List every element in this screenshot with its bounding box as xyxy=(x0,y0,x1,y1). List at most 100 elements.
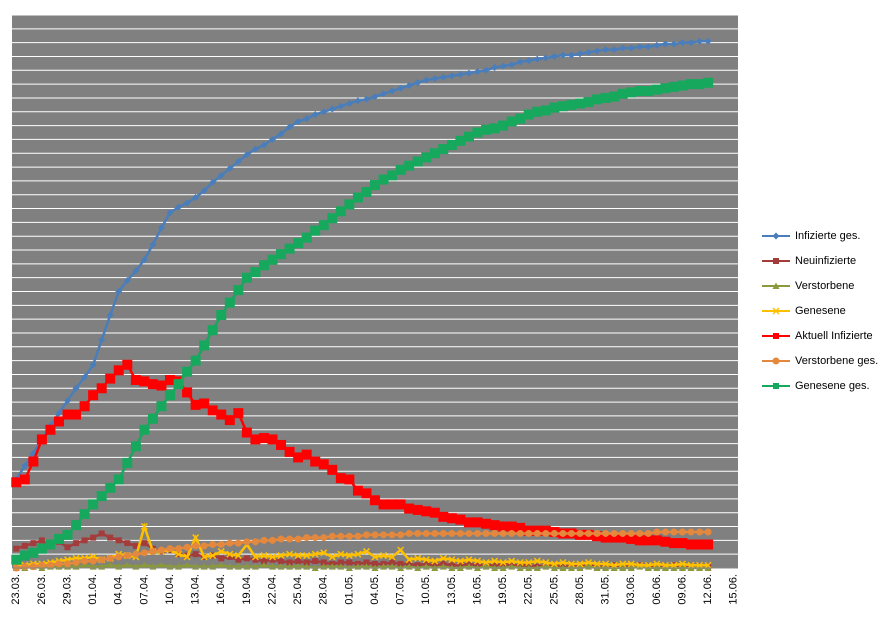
marker xyxy=(243,151,251,159)
marker xyxy=(686,79,697,90)
marker xyxy=(491,64,499,72)
marker xyxy=(482,558,490,567)
marker xyxy=(345,99,353,107)
marker xyxy=(258,260,269,271)
marker xyxy=(267,434,278,445)
marker xyxy=(542,558,550,567)
marker xyxy=(200,553,208,561)
marker xyxy=(694,539,705,550)
marker xyxy=(105,373,116,384)
marker xyxy=(224,415,235,426)
x-tick-label: 26.03. xyxy=(36,574,48,605)
marker xyxy=(141,540,148,547)
marker xyxy=(431,75,439,83)
marker xyxy=(448,529,456,537)
marker xyxy=(209,178,217,186)
marker xyxy=(147,413,158,424)
marker xyxy=(318,459,329,470)
marker xyxy=(352,485,363,496)
marker xyxy=(64,560,72,568)
x-tick-label: 13.04. xyxy=(190,574,202,605)
marker xyxy=(250,267,261,278)
marker xyxy=(439,529,447,537)
marker xyxy=(98,556,106,564)
marker xyxy=(294,117,302,125)
marker xyxy=(192,534,200,542)
marker xyxy=(533,529,541,537)
marker xyxy=(226,164,234,172)
marker xyxy=(140,522,148,531)
marker xyxy=(533,55,541,63)
marker xyxy=(71,520,82,531)
marker xyxy=(250,434,261,445)
marker xyxy=(508,61,516,69)
marker xyxy=(397,84,405,92)
marker xyxy=(81,373,89,381)
marker xyxy=(660,536,671,547)
marker xyxy=(499,62,507,70)
marker xyxy=(506,116,517,127)
marker xyxy=(610,529,618,537)
marker xyxy=(327,213,338,224)
marker xyxy=(421,152,432,163)
marker xyxy=(651,535,662,546)
marker xyxy=(472,517,483,528)
marker xyxy=(422,556,430,564)
marker xyxy=(696,561,704,569)
marker xyxy=(593,529,601,537)
marker xyxy=(491,529,499,537)
marker xyxy=(626,87,637,98)
series-layer xyxy=(11,37,714,572)
marker xyxy=(258,433,269,444)
marker xyxy=(28,547,39,558)
marker xyxy=(704,561,712,569)
marker xyxy=(508,529,516,537)
marker xyxy=(344,474,355,485)
marker xyxy=(567,529,575,537)
marker xyxy=(277,552,285,560)
marker xyxy=(516,529,524,537)
marker xyxy=(600,532,611,543)
marker xyxy=(53,533,64,544)
marker xyxy=(371,93,379,101)
marker xyxy=(414,529,422,537)
marker xyxy=(370,495,380,506)
marker xyxy=(286,559,293,566)
marker xyxy=(192,542,200,550)
marker xyxy=(71,409,82,420)
x-tick-label: 16.04. xyxy=(215,574,227,605)
marker xyxy=(294,552,302,560)
marker xyxy=(576,50,584,58)
marker xyxy=(533,557,541,565)
marker xyxy=(79,401,90,412)
marker xyxy=(183,199,191,207)
marker xyxy=(64,544,71,551)
marker xyxy=(156,380,167,391)
marker xyxy=(610,561,618,569)
marker xyxy=(532,106,543,117)
marker xyxy=(550,529,558,537)
marker xyxy=(130,441,141,452)
marker xyxy=(626,533,637,544)
marker xyxy=(370,180,380,191)
marker xyxy=(165,390,176,401)
marker xyxy=(371,553,379,561)
x-tick-label: 07.05. xyxy=(395,574,407,605)
marker xyxy=(344,199,355,210)
x-tick-label: 13.05. xyxy=(446,574,458,605)
marker xyxy=(456,529,464,537)
marker xyxy=(175,545,183,553)
marker xyxy=(508,557,516,565)
marker xyxy=(361,488,372,499)
x-tick-label: 01.05. xyxy=(343,574,355,605)
marker xyxy=(463,131,474,142)
marker xyxy=(36,434,47,445)
marker xyxy=(165,374,176,385)
marker xyxy=(651,84,662,95)
marker xyxy=(81,537,88,544)
marker xyxy=(320,534,328,542)
marker xyxy=(218,555,225,562)
marker xyxy=(525,57,533,65)
marker xyxy=(106,311,114,319)
marker xyxy=(602,560,610,568)
